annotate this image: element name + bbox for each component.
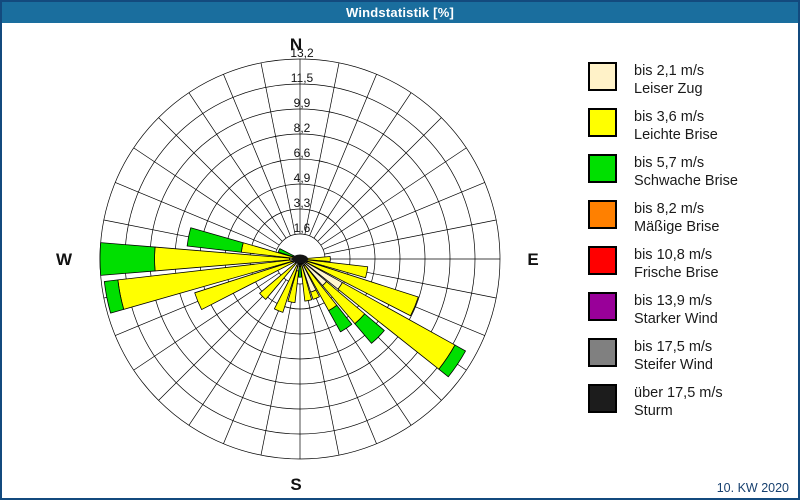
legend-item: bis 13,9 m/s Starker Wind: [588, 292, 793, 328]
legend-name-label: Mäßige Brise: [634, 219, 720, 235]
wind-rose-svg: 1,6 3,3 4,9 6,6 8,2 9,9 11,5 13,2 N E S W: [56, 35, 539, 494]
legend-swatch: [588, 246, 617, 275]
ring-label: 6,6: [294, 146, 311, 160]
center-hub: [292, 254, 308, 264]
wind-rose-bar-segment: [186, 227, 244, 253]
legend: bis 2,1 m/s Leiser Zug bis 3,6 m/s Leich…: [588, 62, 793, 430]
compass-label-e: E: [527, 250, 538, 269]
legend-speed-label: bis 17,5 m/s: [634, 339, 713, 355]
title-bar: Windstatistik [%]: [2, 2, 798, 23]
legend-swatch: [588, 384, 617, 413]
legend-item: über 17,5 m/s Sturm: [588, 384, 793, 420]
ring-label: 11,5: [291, 71, 314, 85]
ring-label: 8,2: [294, 121, 311, 135]
ring-label: 1,6: [294, 221, 311, 235]
chart-area: 1,6 3,3 4,9 6,6 8,2 9,9 11,5 13,2 N E S W bis 2…: [2, 23, 798, 498]
legend-item: bis 3,6 m/s Leichte Brise: [588, 108, 793, 144]
wind-rose-bar-segment: [306, 260, 419, 317]
legend-item: bis 8,2 m/s Mäßige Brise: [588, 200, 793, 236]
legend-name-label: Sturm: [634, 403, 673, 419]
footer-date: 10. KW 2020: [716, 481, 789, 495]
ring-labels: 1,6 3,3 4,9 6,6 8,2 9,9 11,5 13,2: [290, 46, 314, 235]
legend-speed-label: bis 8,2 m/s: [634, 201, 705, 217]
wind-rose-bar-segment: [103, 279, 125, 314]
wind-rose-bar-segment: [354, 313, 385, 344]
legend-speed-label: bis 13,9 m/s: [634, 293, 713, 309]
legend-name-label: Schwache Brise: [634, 173, 738, 189]
compass-label-w: W: [56, 250, 73, 269]
legend-speed-label: bis 5,7 m/s: [634, 155, 705, 171]
legend-swatch: [588, 292, 617, 321]
legend-swatch: [588, 108, 617, 137]
wind-rose-bar-segment: [438, 344, 466, 378]
legend-swatch: [588, 338, 617, 367]
legend-item: bis 5,7 m/s Schwache Brise: [588, 154, 793, 190]
legend-name-label: Starker Wind: [634, 311, 718, 327]
wind-rose-bar-segment: [328, 304, 353, 333]
wind-rose-bar-segment: [310, 289, 320, 300]
ring-label: 4,9: [294, 171, 311, 185]
legend-speed-label: über 17,5 m/s: [634, 385, 723, 401]
ring-label: 9,9: [294, 96, 311, 110]
wind-rose-bar-segment: [273, 265, 299, 313]
legend-item: bis 2,1 m/s Leiser Zug: [588, 62, 793, 98]
legend-item: bis 10,8 m/s Frische Brise: [588, 246, 793, 282]
legend-name-label: Leichte Brise: [634, 127, 718, 143]
legend-speed-label: bis 2,1 m/s: [634, 63, 705, 79]
page-title: Windstatistik [%]: [345, 5, 454, 20]
ring-label: 3,3: [294, 196, 311, 210]
wind-rose-bar-segment: [277, 248, 294, 258]
legend-speed-label: bis 3,6 m/s: [634, 109, 705, 125]
legend-item: bis 17,5 m/s Steifer Wind: [588, 338, 793, 374]
legend-name-label: Frische Brise: [634, 265, 719, 281]
legend-speed-label: bis 10,8 m/s: [634, 247, 713, 263]
wind-rose-bar-segment: [194, 260, 294, 310]
legend-name-label: Steifer Wind: [634, 357, 713, 373]
wind-rose-bar-segment: [99, 242, 156, 276]
wind-rose-bar-segment: [259, 262, 297, 300]
wind-rose-bar-segment: [300, 264, 313, 302]
legend-swatch: [588, 200, 617, 229]
legend-name-label: Leiser Zug: [634, 81, 703, 97]
legend-swatch: [588, 62, 617, 91]
legend-swatch: [588, 154, 617, 183]
wind-rose-bars: [99, 227, 466, 378]
wind-rose-bar-segment: [298, 266, 302, 278]
compass-label-s: S: [290, 475, 301, 494]
compass-label-n: N: [290, 35, 302, 54]
wind-rose-bar-segment: [287, 270, 300, 304]
ring-label: 13,2: [290, 46, 314, 60]
